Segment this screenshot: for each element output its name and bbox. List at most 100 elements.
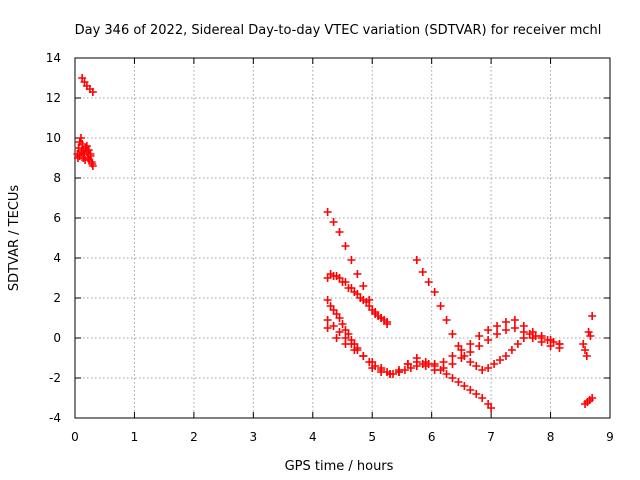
data-point — [323, 316, 332, 324]
data-point — [436, 302, 445, 310]
data-point — [329, 322, 338, 330]
series-arc-i — [412, 256, 564, 374]
data-point — [478, 366, 487, 374]
data-point — [584, 328, 593, 336]
x-tick-label: 6 — [428, 430, 436, 444]
data-points — [73, 74, 597, 412]
data-point — [350, 346, 359, 354]
data-point — [496, 356, 505, 364]
data-point — [537, 338, 546, 346]
y-tick-label: 6 — [53, 211, 61, 225]
data-point — [466, 386, 475, 394]
data-point — [341, 242, 350, 250]
data-point — [359, 352, 368, 360]
data-point — [501, 352, 510, 360]
chart-title: Day 346 of 2022, Sidereal Day-to-day VTE… — [75, 23, 602, 38]
data-point — [88, 88, 97, 96]
data-point — [579, 340, 588, 348]
data-point — [519, 328, 528, 336]
data-point — [588, 312, 597, 320]
data-point — [478, 394, 487, 402]
data-point — [386, 370, 395, 378]
data-point — [359, 282, 368, 290]
data-point — [341, 340, 350, 348]
data-point — [335, 328, 344, 336]
data-point — [341, 278, 350, 286]
data-point — [475, 332, 484, 340]
data-point — [82, 142, 91, 150]
data-point — [448, 352, 457, 360]
y-tick-label: 8 — [53, 171, 61, 185]
plot-frame — [74, 57, 611, 419]
data-point — [418, 268, 427, 276]
data-point — [88, 160, 97, 168]
data-point — [475, 342, 484, 350]
x-tick-labels: 0 1 2 3 4 5 6 7 8 9 — [71, 430, 614, 444]
x-tick-label: 3 — [250, 430, 258, 444]
x-tick-label: 1 — [131, 430, 139, 444]
data-point — [353, 270, 362, 278]
data-point — [335, 314, 344, 322]
data-point — [510, 324, 519, 332]
data-point — [588, 394, 597, 402]
data-point — [424, 278, 433, 286]
data-point — [501, 326, 510, 334]
data-point — [442, 370, 451, 378]
data-point — [338, 320, 347, 328]
data-point — [586, 332, 595, 340]
data-point — [466, 358, 475, 366]
x-tick-label: 9 — [606, 430, 614, 444]
data-point — [490, 360, 499, 368]
y-tick-label: 14 — [46, 51, 61, 65]
data-point — [84, 146, 93, 154]
y-tick-label: 4 — [53, 251, 61, 265]
data-point — [403, 360, 412, 368]
data-point — [448, 374, 457, 382]
data-point — [555, 344, 564, 352]
data-point — [448, 330, 457, 338]
data-point — [335, 228, 344, 236]
data-point — [448, 360, 457, 368]
data-point — [332, 334, 341, 342]
data-point — [460, 382, 469, 390]
data-point — [430, 366, 439, 374]
data-point — [457, 354, 466, 362]
data-point — [81, 156, 90, 164]
data-point — [582, 352, 591, 360]
y-tick-label: -4 — [49, 411, 61, 425]
data-point — [546, 342, 555, 350]
data-point — [501, 318, 510, 326]
series-arc-l — [581, 394, 597, 408]
data-point — [368, 364, 377, 372]
series-arc-a — [78, 74, 97, 96]
series-arc-c — [73, 142, 97, 168]
y-axis-label: SDTVAR / TECUs — [7, 185, 22, 292]
y-tick-labels: -4 -2 0 2 4 6 8 10 12 14 — [46, 51, 61, 425]
data-point — [472, 390, 481, 398]
data-point — [472, 362, 481, 370]
data-point — [394, 366, 403, 374]
data-point — [487, 404, 496, 412]
data-point — [76, 134, 85, 142]
data-point — [439, 364, 448, 372]
data-point — [377, 368, 386, 376]
data-point — [323, 208, 332, 216]
data-point — [412, 358, 421, 366]
x-tick-label: 4 — [309, 430, 317, 444]
data-point — [86, 152, 95, 160]
series-arc-k — [579, 312, 597, 360]
data-point — [430, 288, 439, 296]
data-point — [466, 340, 475, 348]
data-point — [484, 326, 493, 334]
data-point — [484, 364, 493, 372]
data-point — [454, 342, 463, 350]
data-point — [466, 348, 475, 356]
data-point — [454, 378, 463, 386]
data-point — [513, 340, 522, 348]
data-point — [323, 324, 332, 332]
y-tick-label: 2 — [53, 291, 61, 305]
data-point — [581, 346, 590, 354]
series-arc-j — [368, 324, 564, 378]
y-tick-label: -2 — [49, 371, 61, 385]
